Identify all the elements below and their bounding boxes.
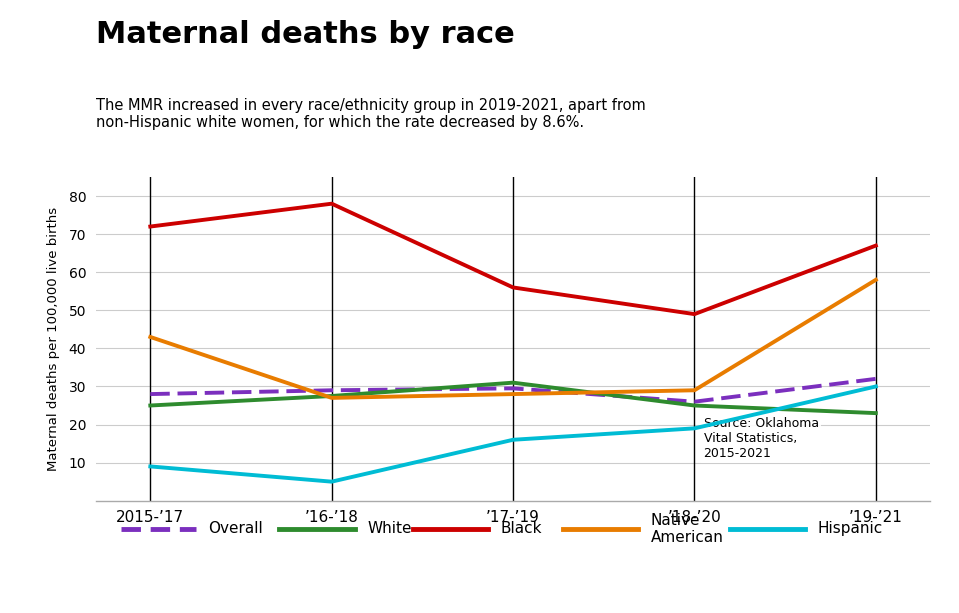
Text: Overall: Overall <box>208 521 264 536</box>
Text: Source: Oklahoma
Vital Statistics,
2015-2021: Source: Oklahoma Vital Statistics, 2015-… <box>704 417 819 460</box>
Text: Maternal deaths by race: Maternal deaths by race <box>96 20 515 50</box>
Text: Hispanic: Hispanic <box>818 521 883 536</box>
Text: White: White <box>367 521 411 536</box>
Text: The MMR increased in every race/ethnicity group in 2019-2021, apart from
non-His: The MMR increased in every race/ethnicit… <box>96 98 645 131</box>
Y-axis label: Maternal deaths per 100,000 live births: Maternal deaths per 100,000 live births <box>47 207 60 471</box>
Text: Native
American: Native American <box>651 512 724 545</box>
Text: Black: Black <box>501 521 542 536</box>
